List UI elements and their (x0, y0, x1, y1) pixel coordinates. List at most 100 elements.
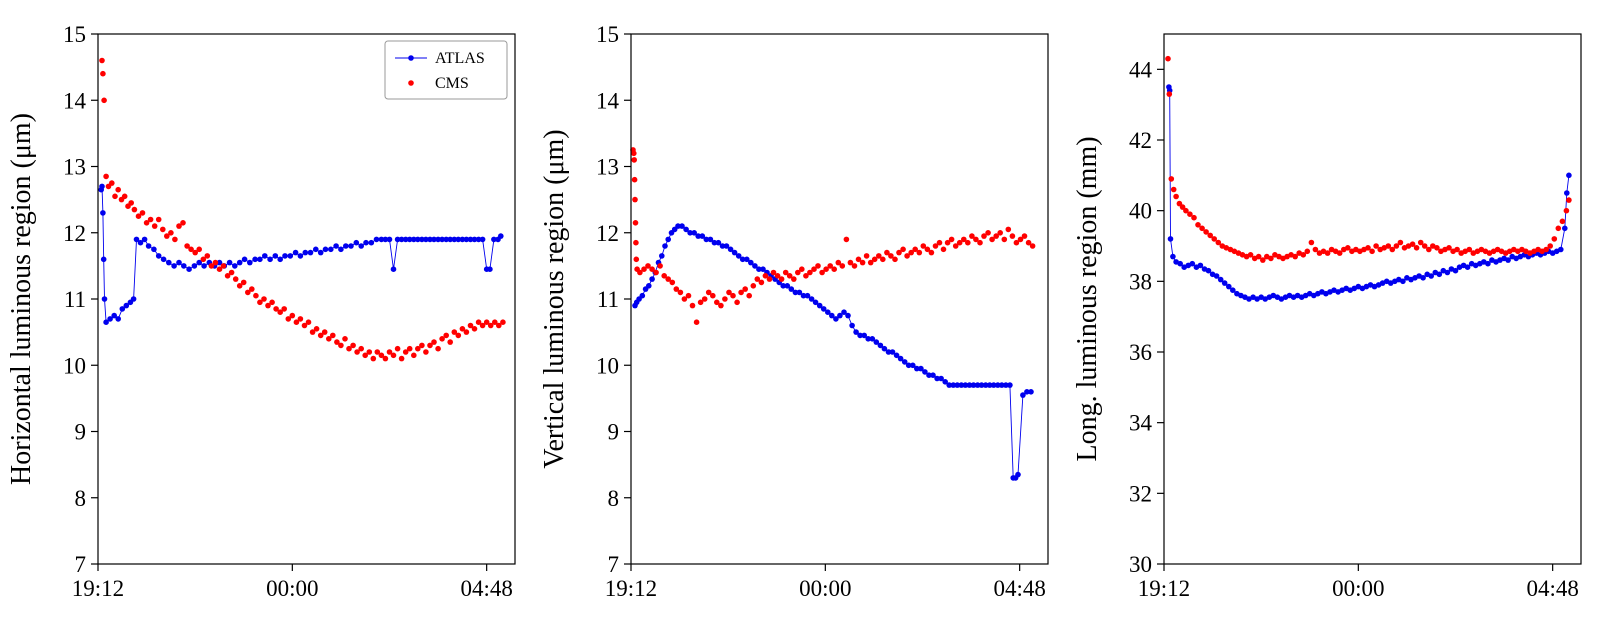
atlas-point (467, 236, 474, 243)
cms-point (863, 253, 870, 259)
cms-point (632, 220, 639, 226)
atlas-point (1177, 260, 1183, 267)
atlas-point (406, 236, 413, 243)
y-tick-label: 42 (1129, 128, 1152, 153)
cms-point (981, 233, 987, 239)
atlas-point (439, 236, 445, 243)
atlas-point (1562, 225, 1568, 232)
cms-point (1005, 226, 1012, 233)
atlas-point (829, 312, 835, 319)
atlas-point (845, 312, 851, 319)
cms-point (932, 243, 939, 249)
cms-point (920, 243, 927, 249)
cms-point (782, 269, 789, 276)
cms-point (762, 273, 769, 279)
cms-point (362, 352, 369, 359)
cms-point (155, 216, 162, 223)
atlas-point (307, 249, 314, 256)
longitudinal-luminous-region-chart: 30 32 34 36 38 40 42 44 19:12 00:00 04:48 Long. lum… (1066, 0, 1599, 640)
cms-point (435, 345, 441, 352)
atlas-point (857, 332, 863, 339)
longitudinal-luminous-region-plot: 30 32 34 36 38 40 42 44 19:12 00:00 04:48 Long. lum… (1072, 33, 1582, 601)
atlas-point (719, 243, 726, 249)
atlas-point (123, 302, 130, 309)
cms-point (1021, 233, 1028, 239)
cms-point (415, 345, 421, 352)
atlas-point (447, 236, 454, 243)
cms-point (1543, 246, 1549, 253)
cms-point (293, 319, 300, 326)
atlas-point (201, 263, 207, 269)
atlas-point (119, 306, 126, 312)
atlas-point (820, 306, 827, 312)
cms-point (952, 243, 959, 249)
cms-point (228, 269, 235, 276)
cms-point (160, 226, 166, 233)
cms-point (492, 319, 498, 326)
cms-point (1393, 243, 1400, 249)
cms-point (390, 352, 397, 359)
cms-point (1563, 207, 1570, 214)
atlas-point (788, 286, 795, 292)
atlas-point (386, 236, 393, 243)
y-tick-label: 8 (75, 486, 87, 511)
atlas-point (841, 309, 847, 316)
atlas-point (145, 243, 152, 249)
cms-point (928, 249, 935, 256)
y-tick-label: 7 (75, 552, 87, 577)
atlas-point (191, 263, 198, 269)
cms-point (815, 263, 821, 269)
atlas-point (966, 382, 973, 388)
cms-point (1421, 243, 1428, 249)
cms-point (786, 273, 793, 279)
legend-cms-label: CMS (435, 75, 469, 92)
cms-point (811, 266, 817, 273)
atlas-point (869, 336, 876, 342)
atlas-point (475, 236, 482, 243)
atlas-point (914, 365, 920, 372)
cms-series (630, 147, 1036, 326)
cms-point (705, 289, 712, 296)
atlas-point (302, 249, 309, 256)
atlas-point (115, 316, 121, 322)
atlas-point (398, 236, 405, 243)
cms-point (1466, 246, 1473, 253)
cms-point (632, 196, 638, 203)
cms-point (726, 289, 732, 296)
cms-point (1173, 193, 1179, 200)
cms-point (330, 332, 336, 339)
atlas-point (792, 289, 799, 296)
atlas-point (373, 236, 380, 243)
cms-point (1166, 91, 1173, 97)
cms-point (143, 220, 150, 226)
cms-point (1255, 253, 1262, 260)
vertical-luminous-region-chart: 7 8 9 10 11 12 13 14 15 19:12 00:00 04:48 Vertical l… (533, 0, 1066, 640)
atlas-point (133, 236, 140, 243)
cms-point (1179, 204, 1186, 210)
atlas-point (463, 236, 470, 243)
atlas-point (1428, 273, 1434, 279)
atlas-point (954, 382, 961, 388)
atlas-point (363, 239, 369, 246)
cms-point (168, 230, 174, 236)
atlas-point (1024, 389, 1030, 395)
atlas-point (343, 243, 349, 249)
atlas-point (816, 302, 823, 309)
x-tick-label: 04:48 (993, 576, 1045, 601)
atlas-point (1007, 382, 1013, 388)
cms-point (924, 246, 931, 253)
cms-point (1345, 245, 1351, 251)
x-tick-label: 04:48 (460, 576, 512, 601)
cms-point (269, 299, 275, 306)
atlas-point (1003, 382, 1009, 388)
cms-point (305, 319, 312, 326)
cms-point (212, 259, 219, 266)
y-tick-label: 12 (596, 221, 619, 246)
atlas-point (459, 236, 466, 243)
cms-point (366, 349, 373, 355)
atlas-point (950, 382, 957, 388)
cms-point (673, 286, 680, 292)
y-tick-label: 14 (596, 88, 620, 113)
y-tick-label: 9 (75, 420, 87, 445)
